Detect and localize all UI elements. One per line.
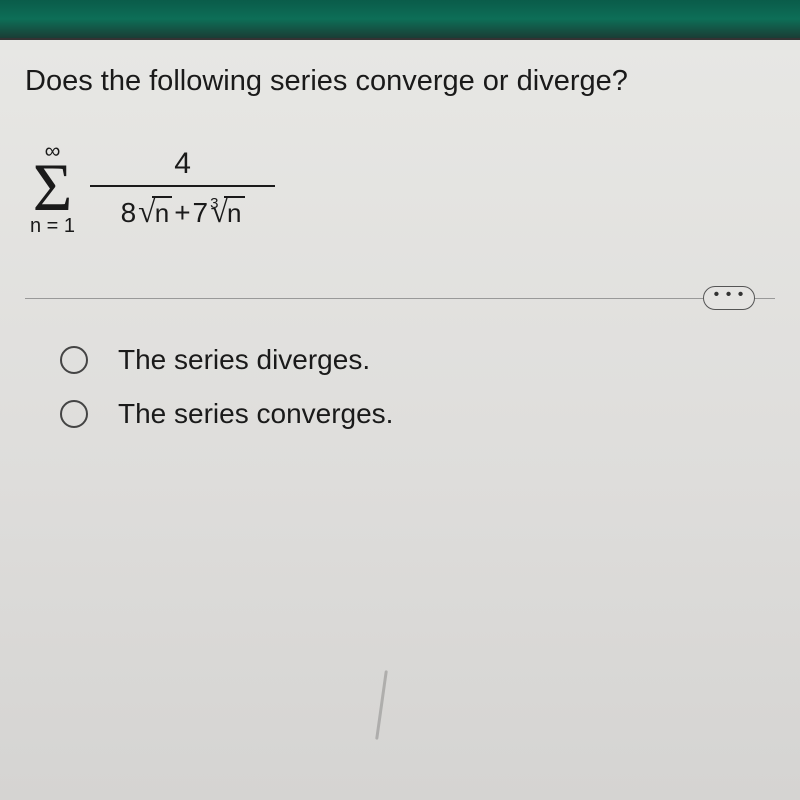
root-index: 3 (210, 195, 218, 212)
radicand-2: n (224, 196, 244, 229)
radicand-1: n (152, 196, 172, 229)
answer-options: The series diverges. The series converge… (60, 344, 775, 430)
divider-line (25, 298, 775, 299)
window-top-border (0, 0, 800, 40)
sigma-symbol: Σ (33, 160, 73, 214)
sigma-notation: ∞ Σ n = 1 (30, 140, 75, 236)
numerator: 4 (164, 147, 201, 185)
cbrt: 3 √ n (210, 193, 244, 230)
denom-coef-2: 7 (193, 197, 209, 229)
sqrt-1: √ n (138, 193, 172, 230)
denom-coef-1: 8 (121, 197, 137, 229)
radio-converges[interactable] (60, 400, 88, 428)
question-prompt: Does the following series converge or di… (25, 65, 775, 98)
radio-diverges[interactable] (60, 346, 88, 374)
more-options-button[interactable]: • • • (703, 286, 755, 310)
option-converges[interactable]: The series converges. (60, 398, 775, 430)
question-panel: Does the following series converge or di… (0, 40, 800, 430)
ellipsis-icon: • • • (714, 287, 745, 303)
screen-smudge (375, 670, 388, 740)
fraction: 4 8 √ n + 7 3 √ n (90, 147, 275, 230)
series-formula: ∞ Σ n = 1 4 8 √ n + 7 3 √ n (30, 128, 775, 248)
sigma-lower-limit: n = 1 (30, 216, 75, 236)
option-label: The series diverges. (118, 344, 370, 376)
option-label: The series converges. (118, 398, 393, 430)
denominator: 8 √ n + 7 3 √ n (121, 187, 245, 230)
divider-row: • • • (25, 298, 775, 299)
option-diverges[interactable]: The series diverges. (60, 344, 775, 376)
denom-plus: + (174, 197, 190, 229)
